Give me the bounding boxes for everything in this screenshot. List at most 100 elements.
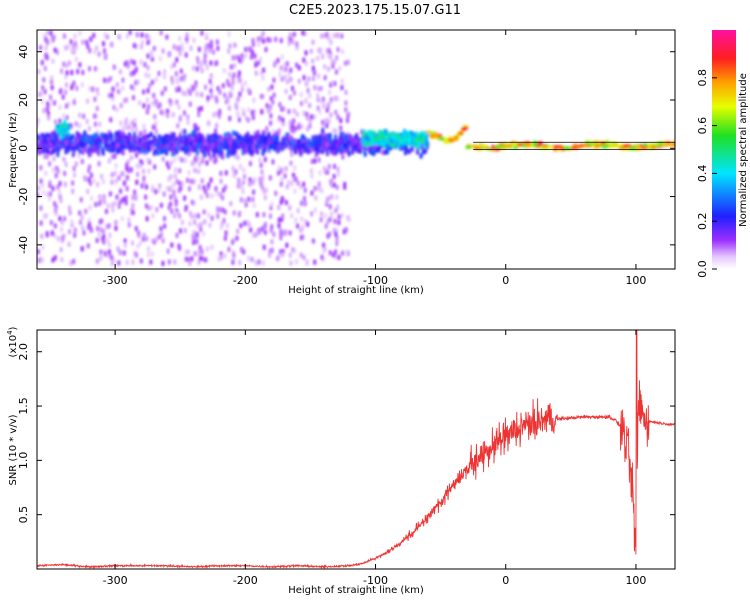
heatmap-cell [117,260,121,266]
heatmap-cell [417,141,421,147]
heatmap-cell [147,73,151,79]
heatmap-cell [107,242,111,248]
heatmap-cell [209,88,213,94]
heatmap-cell [293,188,297,194]
heatmap-cell [411,133,415,139]
heatmap-cell [351,141,355,147]
heatmap-cell [635,145,641,149]
heatmap-cell [521,143,527,147]
heatmap-cell [209,39,213,45]
heatmap-cell [58,180,62,186]
snr-xtick-label: 0 [502,574,509,587]
heatmap-cell [228,116,232,122]
heatmap-cell [73,232,77,238]
heatmap-cell [528,143,534,147]
heatmap-cell [292,31,296,37]
heatmap-cell [336,47,340,53]
heatmap-cell [373,148,377,154]
heatmap-cell [140,32,144,38]
heatmap-cell [261,30,265,36]
heatmap-cell [321,97,325,103]
heatmap-cell [304,140,308,146]
heatmap-cell [191,130,195,136]
heatmap-cell [118,137,122,143]
heatmap-cell [313,259,317,265]
heatmap-cell [304,50,308,56]
heatmap-cell [68,135,72,141]
heatmap-cell [74,44,78,50]
heatmap-cell [56,140,60,146]
heatmap-cell [99,143,103,149]
heatmap-cell [301,30,305,36]
heatmap-cell [39,178,43,184]
heatmap-cell [306,140,310,146]
heatmap-cell [60,68,64,74]
heatmap-cell [437,134,443,138]
heatmap-cell [188,221,192,227]
heatmap-cell [152,45,156,51]
heatmap-cell [284,66,288,72]
heatmap-cell [421,137,425,143]
heatmap-cell [114,132,118,138]
heatmap-cell [313,207,317,213]
heatmap-cell [328,204,332,210]
heatmap-cell [290,124,294,130]
heatmap-cell [327,164,331,170]
snr-x-axis: -300 -200 -100 0 100 [103,330,646,587]
heatmap-cell [146,157,150,163]
heatmap-cell [45,231,49,237]
heatmap-cell [95,87,99,93]
heatmap-cell [169,201,173,207]
heatmap-cell [127,132,131,138]
heatmap-cell [299,252,303,258]
heatmap-cell [373,143,377,149]
spectrogram-x-label: Height of straight line (km) [288,285,424,296]
heatmap-cell [46,132,50,138]
heatmap-cell [331,80,335,86]
heatmap-cell [426,130,432,134]
heatmap-cell [64,74,68,80]
heatmap-cell [144,72,148,78]
heatmap-cell [189,178,193,184]
heatmap-cell [300,200,304,206]
heatmap-cell [252,109,256,115]
heatmap-cell [313,85,317,91]
heatmap-cell [124,124,128,130]
heatmap-cell [111,154,115,160]
heatmap-cell [102,194,106,200]
heatmap-cell [314,195,318,201]
heatmap-cell [206,134,210,140]
heatmap-cell [403,144,407,150]
heatmap-cell [277,217,281,223]
heatmap-cell [301,148,305,154]
heatmap-cell [122,144,126,150]
heatmap-cell [195,91,199,97]
heatmap-cell [173,137,177,143]
heatmap-cell [63,170,67,176]
heatmap-cell [268,252,272,258]
heatmap-cell [371,140,375,146]
heatmap-cell [313,185,317,191]
heatmap-cell [379,135,383,141]
heatmap-cell [364,135,368,141]
heatmap-cell [164,134,168,140]
heatmap-cell [247,196,251,202]
heatmap-cell [417,136,421,142]
heatmap-cell [165,134,169,140]
heatmap-cell [258,157,262,163]
heatmap-cell [184,204,188,210]
heatmap-cell [120,216,124,222]
heatmap-cell [81,225,85,231]
heatmap-cell [579,143,585,147]
heatmap-cell [346,148,350,154]
heatmap-cell [79,197,83,203]
heatmap-cell [222,140,226,146]
heatmap-cell [39,165,43,171]
heatmap-cell [179,138,183,144]
heatmap-cell [306,126,310,132]
heatmap-cell [335,184,339,190]
heatmap-cell [37,139,39,145]
heatmap-cell [407,148,411,154]
heatmap-cell [161,136,165,142]
heatmap-cell [208,78,212,84]
